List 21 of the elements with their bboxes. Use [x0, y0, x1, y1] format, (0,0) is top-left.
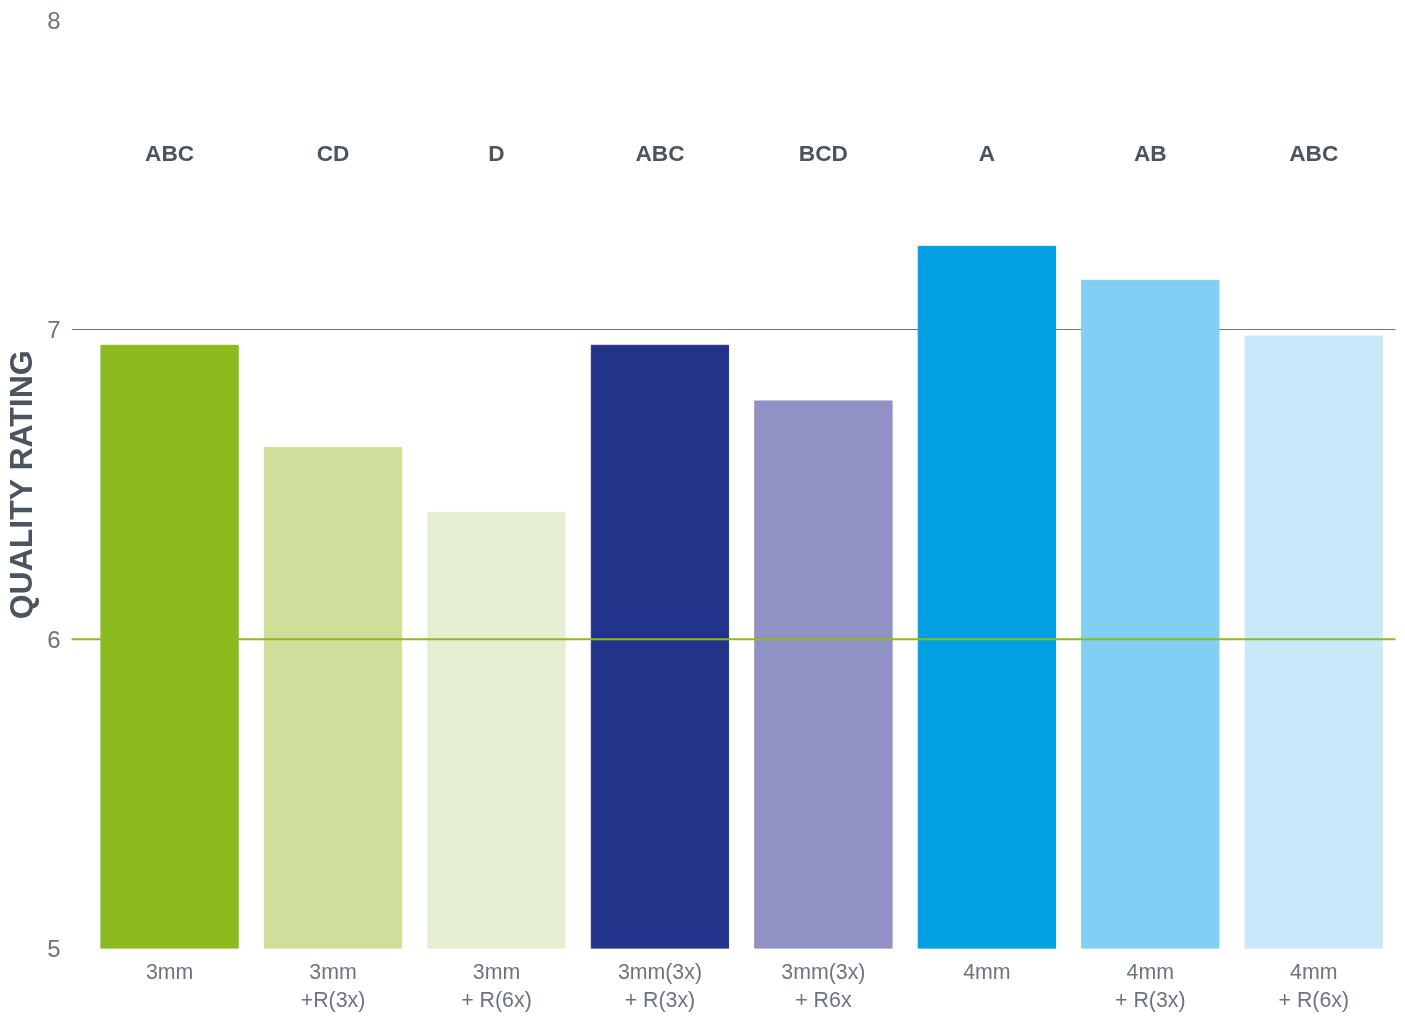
- y-tick-label: 7: [47, 316, 61, 344]
- x-tick-label: 3mm: [145, 959, 194, 984]
- annotation: AB: [1133, 140, 1167, 167]
- annotation: CD: [316, 140, 350, 167]
- y-tick-label: 8: [47, 7, 61, 34]
- y-tick-label: 6: [47, 625, 61, 653]
- y-tick-label: 5: [47, 935, 61, 962]
- x-tick-label: 3mm +R(3x): [300, 959, 366, 1013]
- annotation: A: [978, 140, 996, 167]
- x-tick-label: 4mm + R(6x): [1278, 959, 1350, 1013]
- x-tick-label: 4mm: [963, 959, 1011, 984]
- x-tick-label: 3mm(3x) + R(3x): [617, 959, 703, 1013]
- y-axis-title: QUALITY RATING: [3, 350, 40, 620]
- x-tick-label: 3mm + R(6x): [461, 959, 532, 1013]
- x-tick-label: 3mm(3x) + R6x: [781, 959, 866, 1013]
- annotation: ABC: [635, 140, 685, 167]
- annotation: ABC: [1289, 140, 1339, 167]
- annotation: D: [488, 140, 505, 167]
- annotation: BCD: [798, 140, 848, 167]
- annotation: ABC: [145, 140, 195, 167]
- x-tick-label: 4mm + R(3x): [1115, 959, 1186, 1013]
